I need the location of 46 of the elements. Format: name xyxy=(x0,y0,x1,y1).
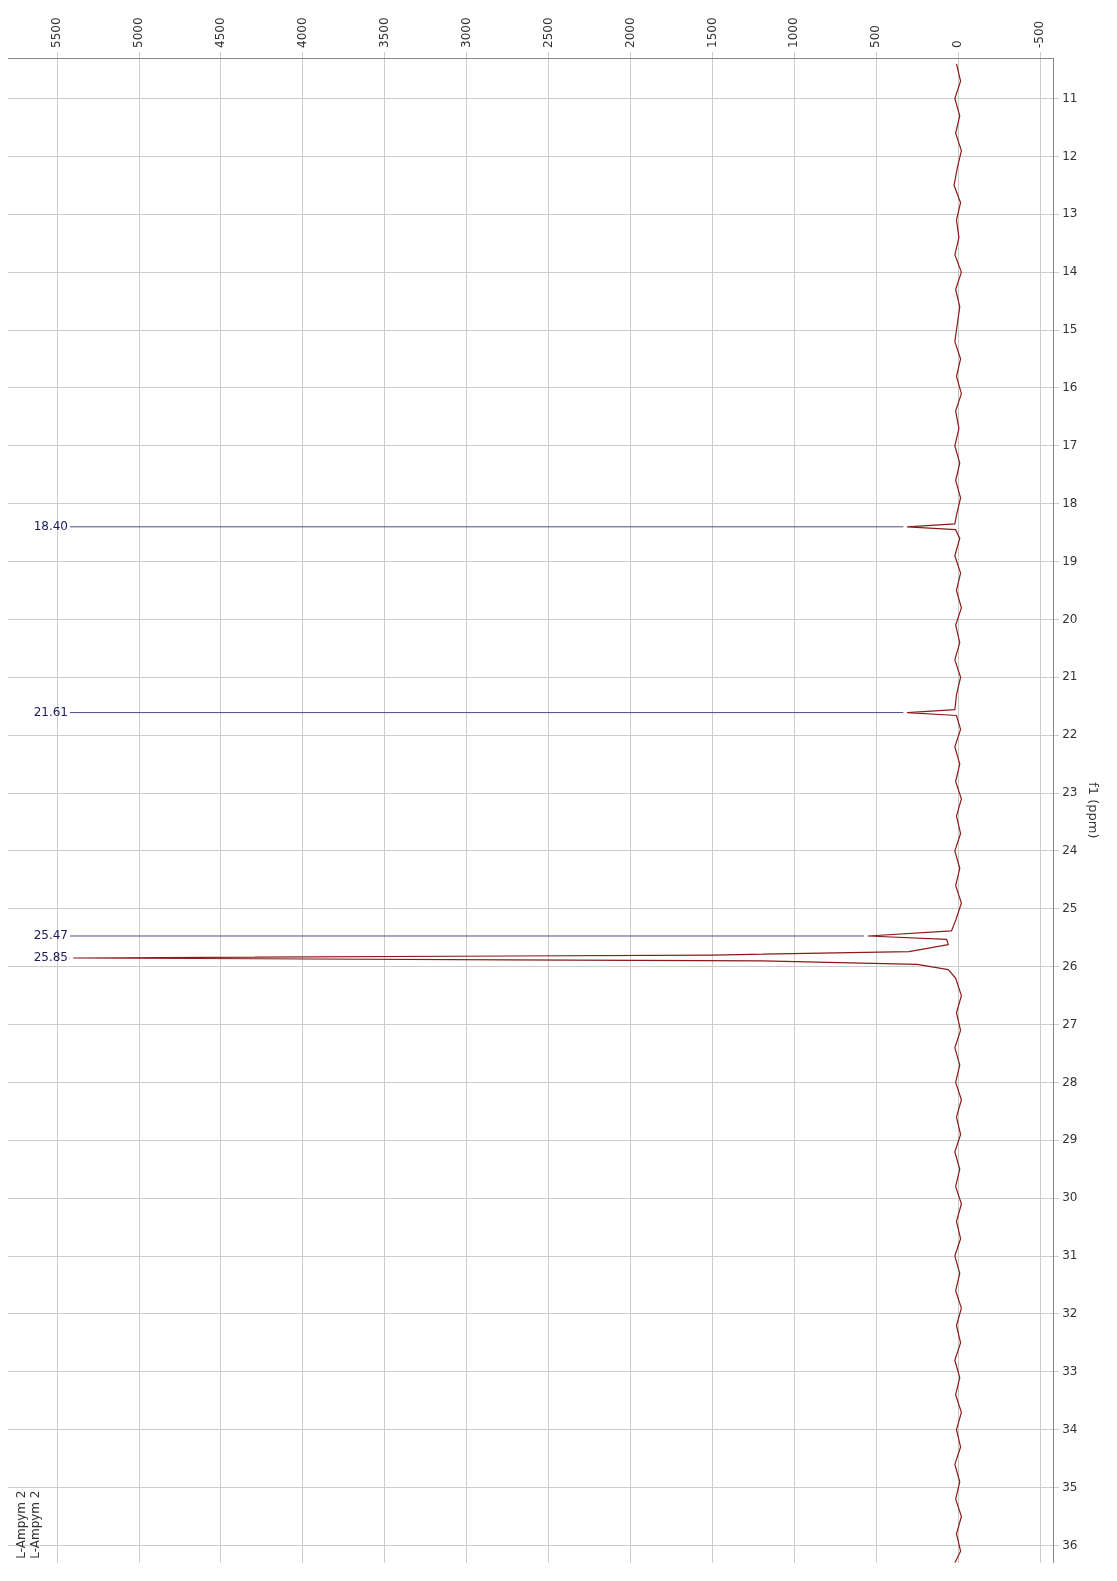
y-tick-label: 11 xyxy=(1062,90,1078,105)
x-tick-label: 3000 xyxy=(458,17,473,48)
y-tick-label: 12 xyxy=(1062,148,1078,163)
x-tick-label: 0 xyxy=(950,40,965,48)
annotation: 25.47 xyxy=(33,928,68,943)
x-tick-label: 5500 xyxy=(49,17,64,48)
y-tick-label: 23 xyxy=(1062,785,1078,800)
x-tick-label: 4000 xyxy=(294,17,309,48)
x-tick-label: 5000 xyxy=(131,17,146,48)
y-tick-label: 20 xyxy=(1062,611,1078,626)
y-tick-label: 22 xyxy=(1062,727,1078,742)
annotation: L-Ampym 2 xyxy=(14,1490,29,1559)
y-tick-label: 24 xyxy=(1062,843,1078,858)
y-tick-label: 29 xyxy=(1062,1132,1078,1147)
y-tick-label: 25 xyxy=(1062,900,1078,915)
y-tick-label: 26 xyxy=(1062,958,1078,973)
x-tick-label: 4500 xyxy=(213,17,228,48)
y-tick-label: 31 xyxy=(1062,1248,1078,1263)
y-tick-label: 15 xyxy=(1062,322,1078,337)
y-tick-label: 35 xyxy=(1062,1479,1078,1494)
y-tick-label: 36 xyxy=(1062,1537,1078,1552)
x-tick-label: 1000 xyxy=(786,17,801,48)
y-tick-label: 17 xyxy=(1062,437,1078,452)
y-tick-label: 30 xyxy=(1062,1190,1078,1205)
y-tick-label: 33 xyxy=(1062,1363,1078,1378)
x-tick-label: 2000 xyxy=(622,17,637,48)
x-tick-label: 1500 xyxy=(704,17,719,48)
annotation: 18.40 xyxy=(33,518,68,533)
annotation: 21.61 xyxy=(33,704,68,719)
annotation: 25.85 xyxy=(33,950,68,965)
x-tick-label: 500 xyxy=(868,25,883,48)
y-tick-label: 34 xyxy=(1062,1421,1078,1436)
y-tick-label: 19 xyxy=(1062,553,1078,568)
y-tick-label: 16 xyxy=(1062,380,1078,395)
x-tick-label: 3500 xyxy=(376,17,391,48)
x-tick-label: 2500 xyxy=(540,17,555,48)
y-tick-label: 18 xyxy=(1062,495,1078,510)
y-tick-label: 28 xyxy=(1062,1074,1078,1089)
y-tick-label: 21 xyxy=(1062,669,1078,684)
y-tick-label: 32 xyxy=(1062,1306,1078,1321)
y-tick-label: 14 xyxy=(1062,264,1078,279)
y-tick-label: 13 xyxy=(1062,206,1078,221)
x-tick-label: -500 xyxy=(1032,20,1047,48)
y-axis-title: f1 (ppm) xyxy=(1085,782,1101,839)
y-tick-label: 27 xyxy=(1062,1016,1078,1031)
annotation: L-Ampym 2 xyxy=(28,1490,43,1559)
